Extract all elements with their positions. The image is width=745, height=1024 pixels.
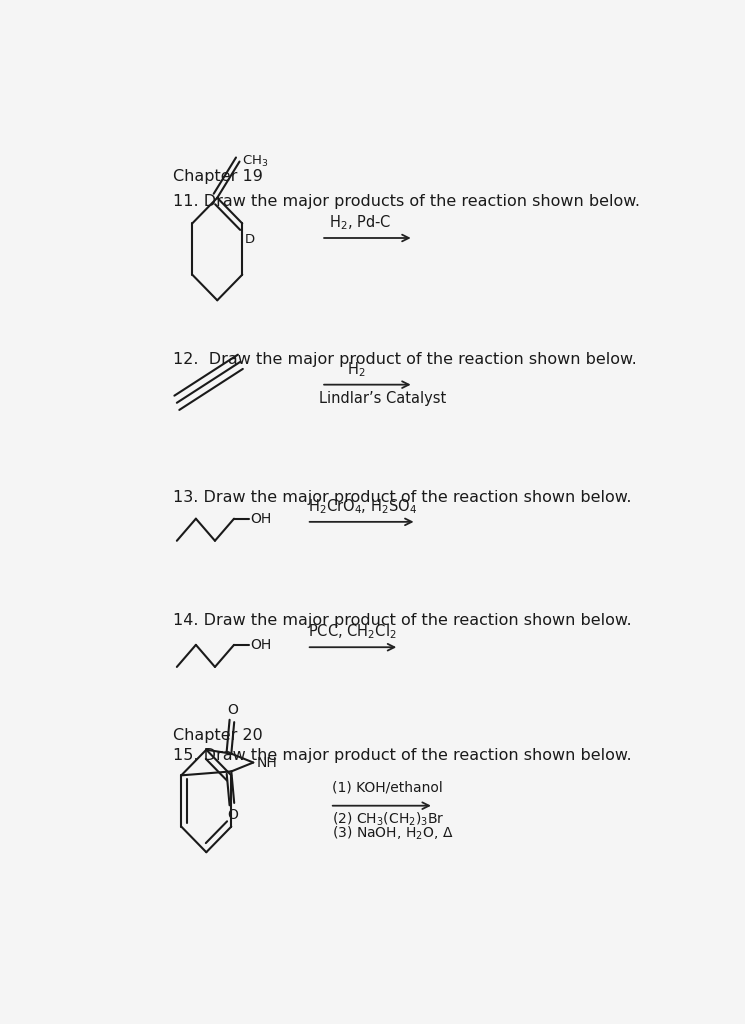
Text: D: D (245, 232, 256, 246)
Text: H$_2$, Pd-C: H$_2$, Pd-C (329, 213, 391, 231)
Text: CH$_3$: CH$_3$ (242, 154, 269, 169)
Text: OH: OH (251, 512, 272, 525)
Text: OH: OH (251, 638, 272, 652)
Text: O: O (228, 808, 238, 821)
Text: Chapter 19: Chapter 19 (173, 169, 263, 183)
Text: 15. Draw the major product of the reaction shown below.: 15. Draw the major product of the reacti… (173, 749, 632, 763)
Text: H$_2$CrO$_4$, H$_2$SO$_4$: H$_2$CrO$_4$, H$_2$SO$_4$ (308, 497, 417, 515)
Text: 11. Draw the major products of the reaction shown below.: 11. Draw the major products of the react… (173, 194, 640, 209)
Text: (1) KOH/ethanol: (1) KOH/ethanol (332, 780, 443, 795)
Text: H$_2$: H$_2$ (346, 360, 365, 379)
Text: NH: NH (257, 756, 277, 769)
Text: PCC, CH$_2$Cl$_2$: PCC, CH$_2$Cl$_2$ (308, 623, 397, 641)
Text: Chapter 20: Chapter 20 (173, 728, 262, 743)
Text: (2) CH$_3$(CH$_2$)$_3$Br: (2) CH$_3$(CH$_2$)$_3$Br (332, 810, 444, 827)
Text: 14. Draw the major product of the reaction shown below.: 14. Draw the major product of the reacti… (173, 613, 632, 629)
Text: (3) NaOH, H$_2$O, Δ: (3) NaOH, H$_2$O, Δ (332, 824, 453, 842)
Text: O: O (228, 703, 238, 718)
Text: 13. Draw the major product of the reaction shown below.: 13. Draw the major product of the reacti… (173, 489, 631, 505)
Text: 12.  Draw the major product of the reaction shown below.: 12. Draw the major product of the reacti… (173, 351, 636, 367)
Text: Lindlar’s Catalyst: Lindlar’s Catalyst (320, 391, 447, 406)
